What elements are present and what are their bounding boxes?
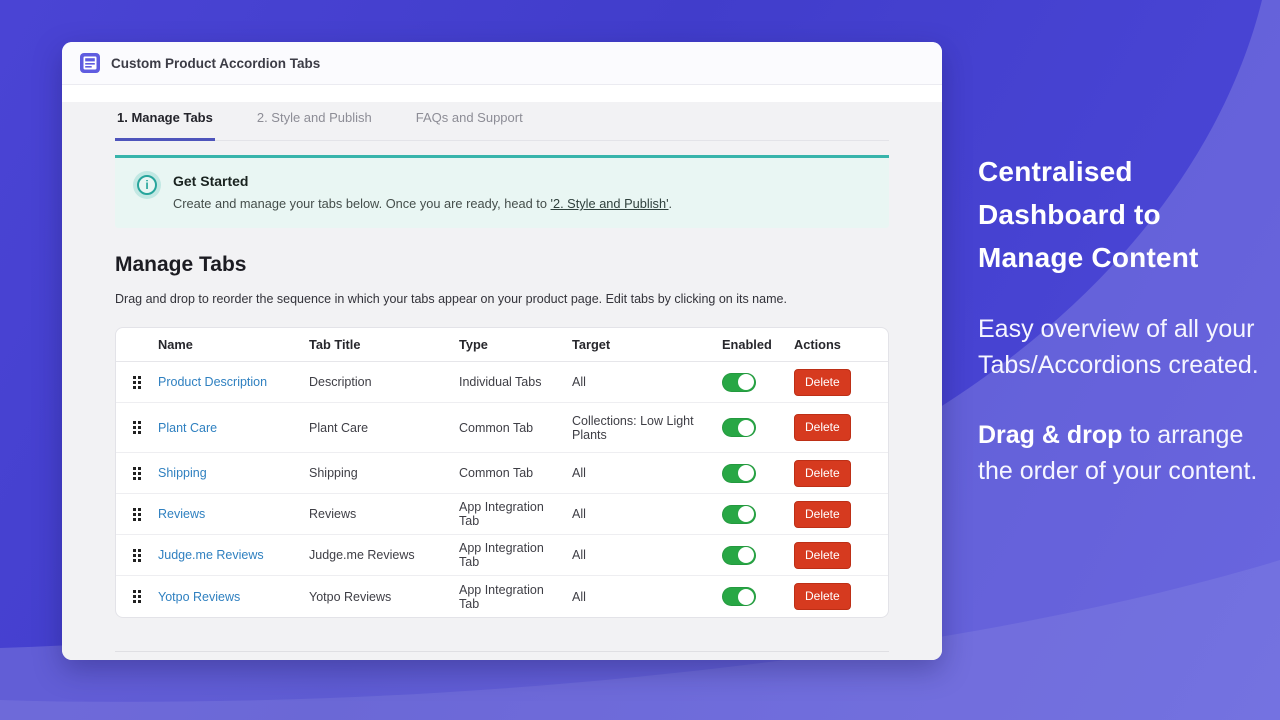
header-name: Name (158, 337, 193, 352)
tab-name-link[interactable]: Reviews (158, 507, 206, 521)
tab-target-cell: All (572, 548, 586, 562)
promo-paragraph-2-rest: to arrange the order of your content. (978, 421, 1258, 485)
drag-handle-icon[interactable] (133, 548, 141, 562)
toggle-knob (738, 506, 754, 522)
tab-title-cell: Reviews (309, 507, 357, 521)
tab-type-cell: Common Tab (459, 466, 534, 480)
style-and-publish-link[interactable]: '2. Style and Publish' (550, 196, 669, 211)
drag-handle-icon[interactable] (133, 507, 141, 521)
enabled-toggle[interactable] (722, 418, 756, 437)
tab-name-link[interactable]: Plant Care (158, 420, 218, 435)
tab-style-and-publish[interactable]: 2. Style and Publish (256, 110, 372, 125)
delete-button[interactable]: Delete (794, 583, 851, 610)
tab-target-cell: All (572, 375, 586, 389)
toggle-knob (738, 547, 754, 563)
enabled-toggle[interactable] (722, 463, 756, 483)
header-enabled: Enabled (722, 337, 772, 352)
promo-paragraph-2: Drag & drop to arrange the order of your… (978, 417, 1260, 489)
footer-divider (115, 651, 889, 652)
tab-bar: 1. Manage Tabs 2. Style and Publish FAQs… (115, 102, 889, 141)
table-row: Product Description Description Individu… (116, 362, 888, 403)
toggle-knob (738, 419, 754, 436)
enabled-toggle[interactable] (722, 587, 756, 606)
tab-title-cell: Description (309, 375, 372, 389)
tab-type-cell: Individual Tabs (459, 375, 542, 389)
header-type: Type (459, 337, 488, 352)
page-description: Drag and drop to reorder the sequence in… (115, 292, 787, 306)
delete-button[interactable]: Delete (794, 500, 851, 528)
tab-target-cell: All (572, 466, 586, 480)
tab-name-link[interactable]: Yotpo Reviews (158, 589, 241, 604)
get-started-banner: i Get Started Create and manage your tab… (115, 155, 889, 228)
app-body: 1. Manage Tabs 2. Style and Publish FAQs… (62, 102, 942, 660)
tab-faqs-and-support[interactable]: FAQs and Support (415, 110, 523, 125)
banner-title: Get Started (173, 173, 249, 189)
app-window: Custom Product Accordion Tabs 1. Manage … (62, 42, 942, 660)
tab-target-cell: All (572, 507, 586, 521)
header-actions: Actions (794, 337, 841, 352)
tab-target-cell: Collections: Low Light Plants (572, 413, 694, 442)
toggle-knob (738, 374, 754, 390)
delete-button[interactable]: Delete (794, 414, 851, 441)
table-row: Yotpo Reviews Yotpo Reviews App Integrat… (116, 576, 888, 617)
tab-name-link[interactable]: Product Description (158, 375, 268, 389)
tab-manage-tabs[interactable]: 1. Manage Tabs (115, 102, 215, 141)
tabs-table: Name Tab Title Type Target Enabled Actio… (115, 327, 889, 618)
promo-panel: Centralised Dashboard to Manage Content … (978, 150, 1260, 489)
toggle-knob (738, 588, 754, 605)
drag-handle-icon[interactable] (133, 421, 141, 434)
banner-content: Get Started Create and manage your tabs … (173, 173, 672, 211)
table-row: Plant Care Plant Care Common Tab Collect… (116, 403, 888, 453)
banner-text-prefix: Create and manage your tabs below. Once … (173, 196, 551, 211)
tab-target-cell: All (572, 589, 586, 604)
tab-title-cell: Yotpo Reviews (309, 589, 392, 604)
header-target: Target (572, 337, 611, 352)
table-header-row: Name Tab Title Type Target Enabled Actio… (116, 328, 888, 362)
delete-button[interactable]: Delete (794, 459, 851, 487)
drag-handle-icon[interactable] (133, 466, 141, 480)
tab-type-cell: Common Tab (459, 420, 534, 435)
table-row: Reviews Reviews App Integration Tab All … (116, 494, 888, 535)
tab-title-cell: Shipping (309, 466, 358, 480)
enabled-toggle[interactable] (722, 545, 756, 565)
table-row: Judge.me Reviews Judge.me Reviews App In… (116, 535, 888, 576)
promo-bold-drag-drop: Drag & drop (978, 421, 1123, 449)
app-header: Custom Product Accordion Tabs (62, 42, 942, 85)
header-tab-title: Tab Title (309, 337, 361, 352)
tab-type-cell: App Integration Tab (459, 582, 544, 611)
tab-title-cell: Plant Care (309, 420, 369, 435)
promo-heading: Centralised Dashboard to Manage Content (978, 156, 1199, 273)
enabled-toggle[interactable] (722, 372, 756, 392)
promo-paragraph-1: Easy overview of all your Tabs/Accordion… (978, 315, 1259, 379)
delete-button[interactable]: Delete (794, 368, 851, 396)
tab-name-link[interactable]: Judge.me Reviews (158, 548, 264, 562)
tab-name-link[interactable]: Shipping (158, 466, 207, 480)
tab-type-cell: App Integration Tab (459, 541, 544, 569)
toggle-knob (738, 465, 754, 481)
table-row: Shipping Shipping Common Tab All Delete (116, 453, 888, 494)
banner-text: Create and manage your tabs below. Once … (173, 196, 672, 211)
drag-handle-icon[interactable] (133, 375, 141, 389)
tab-type-cell: App Integration Tab (459, 500, 544, 528)
banner-text-suffix: . (668, 196, 673, 211)
tab-title-cell: Judge.me Reviews (309, 548, 415, 562)
app-title: Custom Product Accordion Tabs (111, 55, 321, 71)
page-title: Manage Tabs (115, 253, 247, 276)
drag-handle-icon[interactable] (133, 590, 141, 603)
info-icon: i (137, 175, 157, 195)
app-logo-icon (80, 53, 100, 73)
delete-button[interactable]: Delete (794, 541, 851, 569)
enabled-toggle[interactable] (722, 504, 756, 524)
